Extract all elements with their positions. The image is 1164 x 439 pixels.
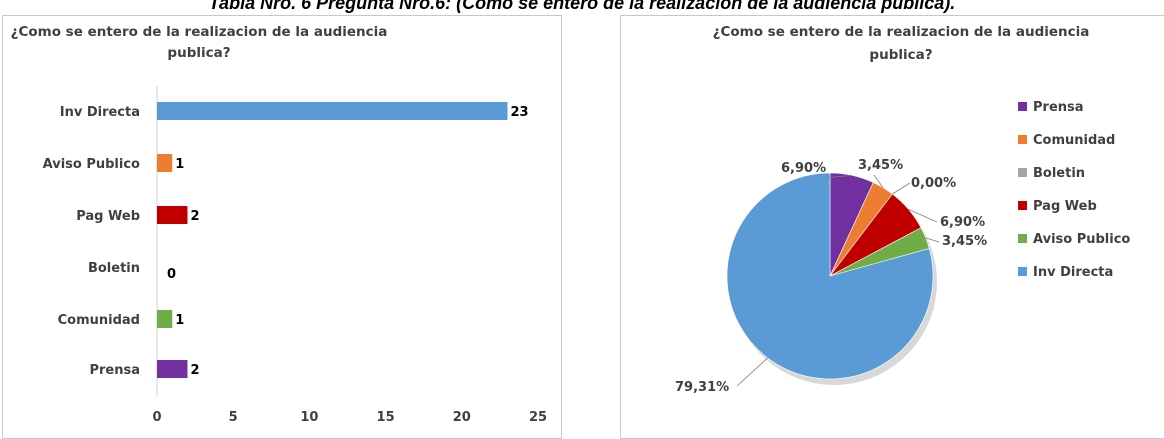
- legend-swatch: [1018, 102, 1027, 111]
- data-label: 23: [511, 105, 529, 120]
- data-label: 2: [190, 363, 199, 378]
- legend-label: Aviso Publico: [1033, 232, 1130, 247]
- leader-line: [736, 357, 768, 387]
- pie-data-label: 0,00%: [911, 176, 956, 191]
- x-tick-label: 15: [377, 410, 395, 425]
- category-label: Boletin: [88, 261, 140, 276]
- legend-swatch: [1018, 234, 1027, 243]
- legend-label: Inv Directa: [1033, 265, 1113, 280]
- bar-chart-panel: ¿Como se entero de la realizacion de la …: [2, 15, 562, 439]
- bar: [157, 154, 173, 172]
- bar: [157, 206, 188, 224]
- pie-data-label: 79,31%: [675, 380, 729, 395]
- pie-chart-panel: ¿Como se entero de la realizacion de la …: [620, 15, 1164, 439]
- chart-title: ¿Como se entero de la realizacion de la …: [713, 24, 1090, 40]
- bar-chart: ¿Como se entero de la realizacion de la …: [11, 24, 547, 425]
- x-tick-label: 10: [300, 410, 318, 425]
- pie-chart: ¿Como se entero de la realizacion de la …: [675, 24, 1130, 395]
- pie-data-label: 3,45%: [858, 158, 903, 173]
- chart-title: publica?: [167, 45, 230, 61]
- category-label: Comunidad: [58, 313, 140, 328]
- category-label: Prensa: [89, 363, 140, 378]
- legend-label: Comunidad: [1033, 133, 1115, 148]
- leader-line: [892, 182, 911, 195]
- bar: [157, 360, 188, 378]
- pie-data-label: 6,90%: [940, 215, 985, 230]
- pie-data-label: 6,90%: [781, 161, 826, 176]
- legend-swatch: [1018, 168, 1027, 177]
- leader-line: [908, 208, 938, 223]
- chart-title: publica?: [869, 47, 932, 63]
- leader-line: [925, 237, 940, 243]
- legend-swatch: [1018, 135, 1027, 144]
- legend-swatch: [1018, 201, 1027, 210]
- category-label: Inv Directa: [60, 105, 140, 120]
- data-label: 1: [175, 313, 184, 328]
- x-tick-label: 5: [229, 410, 238, 425]
- bar: [157, 310, 173, 328]
- legend-label: Pag Web: [1033, 199, 1097, 214]
- leader-line: [823, 175, 853, 179]
- leader-line: [873, 174, 884, 188]
- category-label: Pag Web: [76, 209, 140, 224]
- category-label: Aviso Publico: [43, 157, 140, 172]
- x-tick-label: 25: [529, 410, 547, 425]
- data-label: 2: [190, 209, 199, 224]
- data-label: 1: [175, 157, 184, 172]
- legend-label: Prensa: [1033, 100, 1084, 115]
- x-tick-label: 20: [453, 410, 471, 425]
- chart-title: ¿Como se entero de la realizacion de la …: [11, 24, 388, 40]
- x-tick-label: 0: [152, 410, 161, 425]
- data-label: 0: [167, 267, 176, 282]
- pie-data-label: 3,45%: [942, 234, 987, 249]
- pie-slice: [726, 172, 934, 380]
- table-caption: Tabla Nro. 6 Pregunta Nro.6: (Como se en…: [208, 0, 956, 13]
- legend-swatch: [1018, 267, 1027, 276]
- bar: [157, 102, 508, 120]
- legend-label: Boletin: [1033, 166, 1085, 181]
